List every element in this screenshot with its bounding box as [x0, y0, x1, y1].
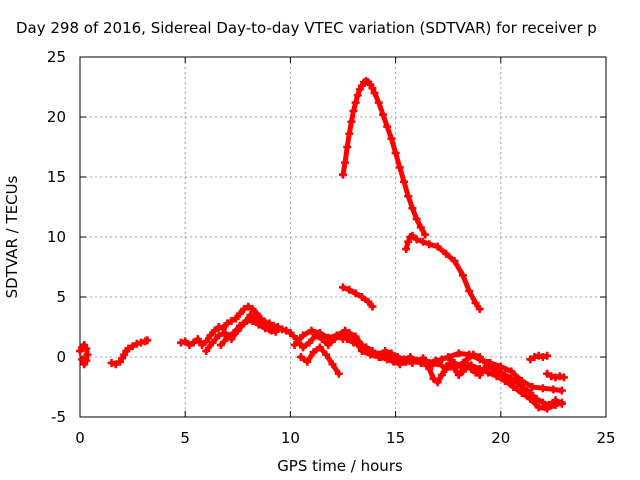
data-series: [216, 317, 276, 349]
y-tick-label: 0: [56, 348, 66, 366]
y-tick-label: 15: [47, 168, 66, 186]
data-series: [339, 329, 417, 369]
data-series: [107, 336, 152, 369]
data-trace: [109, 337, 150, 367]
data-series: [76, 341, 92, 369]
x-tick-label: 15: [386, 429, 405, 447]
data-series: [416, 356, 518, 387]
grid-lines: [80, 57, 606, 417]
data-series: [339, 283, 377, 311]
data-series: [444, 349, 566, 395]
data-series: [526, 351, 552, 364]
y-tick-label: 20: [47, 108, 66, 126]
data-trace: [340, 78, 428, 238]
y-axis-label: SDTVAR / TECUs: [3, 175, 21, 298]
y-tick-label: 10: [47, 228, 66, 246]
y-tick-label: 25: [47, 48, 66, 66]
data-trace: [418, 358, 516, 385]
x-tick-label: 20: [491, 429, 510, 447]
data-trace: [445, 350, 565, 394]
x-axis-label: GPS time / hours: [277, 457, 403, 475]
data-trace: [178, 304, 293, 348]
data-series: [543, 369, 568, 382]
data-trace: [544, 371, 567, 380]
data-trace: [218, 318, 274, 348]
data-series: [402, 231, 484, 313]
axis-ticks: 0 5 10 15 20 25 -5 0 5 10 15 20 25: [47, 48, 616, 447]
data-points: [76, 77, 568, 413]
data-trace: [403, 233, 483, 312]
data-trace: [298, 344, 342, 377]
x-tick-label: 5: [180, 429, 190, 447]
plot-frame: [79, 56, 607, 418]
data-trace: [527, 353, 550, 362]
data-trace: [340, 284, 375, 310]
data-series: [296, 343, 343, 378]
x-tick-label: 25: [596, 429, 615, 447]
x-tick-label: 10: [281, 429, 300, 447]
chart-title: Day 298 of 2016, Sidereal Day-to-day VTE…: [16, 19, 597, 37]
y-tick-label: 5: [56, 288, 66, 306]
x-tick-label: 0: [75, 429, 85, 447]
y-tick-label: -5: [51, 408, 66, 426]
data-series: [176, 302, 295, 349]
data-trace: [77, 342, 90, 367]
data-series: [339, 77, 430, 239]
data-trace: [340, 330, 415, 367]
